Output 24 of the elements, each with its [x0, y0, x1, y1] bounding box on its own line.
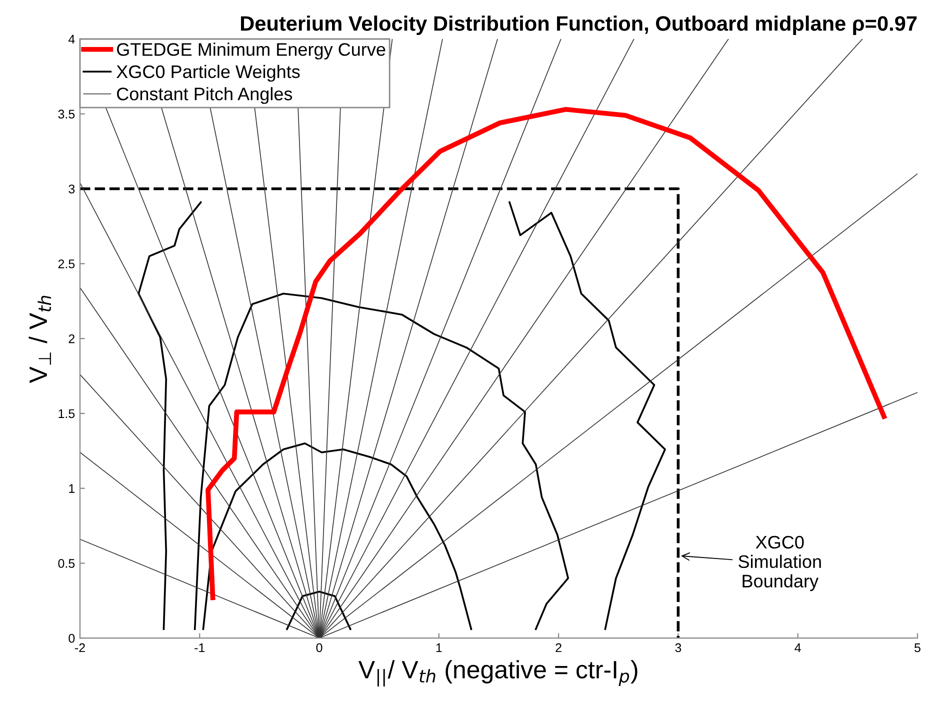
annotation: XGC0 Simulation Boundary	[738, 536, 821, 592]
legend-label: GTEDGE Minimum Energy Curve	[117, 42, 386, 60]
x-tick-label: -2	[74, 643, 85, 652]
legend-label: XGC0 Particle Weights	[116, 64, 300, 82]
y-tick-label: 0.5	[58, 559, 75, 568]
legend-label: Constant Pitch Angles	[117, 87, 292, 104]
y-tick-label: 1	[69, 484, 75, 493]
y-tick-label: 4	[68, 34, 75, 44]
x-axis-title: V$_{||}$/ V$_{th}$ (negative = ctr-I$_{p}$)	[358, 660, 638, 687]
y-tick-label: 3.5	[58, 110, 75, 119]
x-tick-label: 1	[436, 643, 442, 652]
y-tick-label: 2	[68, 334, 74, 344]
x-tick-label: 3	[675, 643, 682, 652]
y-tick-label: 2.5	[58, 259, 75, 268]
x-tick-label: 4	[794, 643, 801, 652]
y-axis-title: V$_{⊥}$ / V$_{th}$	[28, 296, 51, 384]
y-tick-label: 1.5	[58, 409, 75, 418]
x-tick-label: 0	[316, 643, 322, 652]
y-tick-label: 3	[68, 184, 75, 194]
x-tick-label: 2	[556, 643, 562, 652]
y-tick-label: 0	[68, 634, 75, 643]
x-tick-label: 5	[914, 643, 920, 652]
x-tick-label: -1	[194, 643, 205, 652]
chart-title: Deuterium Velocity Distribution Function, Outboard midplane ρ=0.97	[241, 16, 917, 35]
